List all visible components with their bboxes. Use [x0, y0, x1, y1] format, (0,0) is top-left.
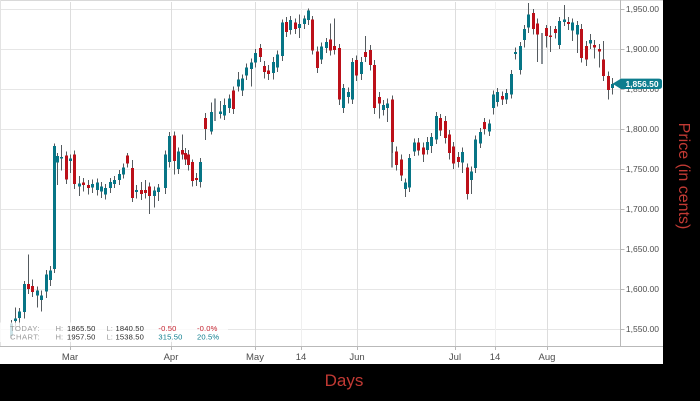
svg-text:Price (in cents): Price (in cents) — [675, 123, 692, 230]
svg-text:L:: L: — [107, 332, 113, 341]
svg-text:315.50: 315.50 — [158, 332, 182, 341]
svg-text:Days: Days — [325, 371, 364, 390]
svg-text:Apr: Apr — [164, 352, 179, 363]
svg-text:1538.50: 1538.50 — [116, 332, 145, 341]
svg-text:20.5%: 20.5% — [197, 332, 219, 341]
svg-text:TODAY:: TODAY: — [10, 324, 40, 333]
svg-text:H:: H: — [56, 332, 64, 341]
svg-text:1,856.50: 1,856.50 — [625, 79, 658, 89]
svg-text:1,550.00: 1,550.00 — [626, 324, 659, 334]
svg-text:1957.50: 1957.50 — [67, 332, 96, 341]
svg-text:Jul: Jul — [449, 352, 461, 363]
svg-text:CHART:: CHART: — [10, 332, 40, 341]
svg-text:14: 14 — [296, 352, 307, 363]
svg-text:L:: L: — [107, 324, 113, 333]
svg-text:1,900.00: 1,900.00 — [626, 44, 659, 54]
svg-text:1,600.00: 1,600.00 — [626, 284, 659, 294]
svg-text:1840.50: 1840.50 — [116, 324, 145, 333]
svg-text:Aug: Aug — [539, 352, 556, 363]
svg-text:1,950.00: 1,950.00 — [626, 4, 659, 14]
svg-text:1,800.00: 1,800.00 — [626, 124, 659, 134]
svg-text:H:: H: — [56, 324, 64, 333]
svg-text:May: May — [246, 352, 264, 363]
svg-text:1,750.00: 1,750.00 — [626, 164, 659, 174]
svg-text:Mar: Mar — [62, 352, 78, 363]
svg-text:1865.50: 1865.50 — [67, 324, 96, 333]
svg-text:Jun: Jun — [349, 352, 364, 363]
svg-text:14: 14 — [490, 352, 501, 363]
svg-text:-0.0%: -0.0% — [197, 324, 218, 333]
svg-text:1,700.00: 1,700.00 — [626, 204, 659, 214]
svg-text:-0.50: -0.50 — [158, 324, 176, 333]
svg-text:1,650.00: 1,650.00 — [626, 244, 659, 254]
